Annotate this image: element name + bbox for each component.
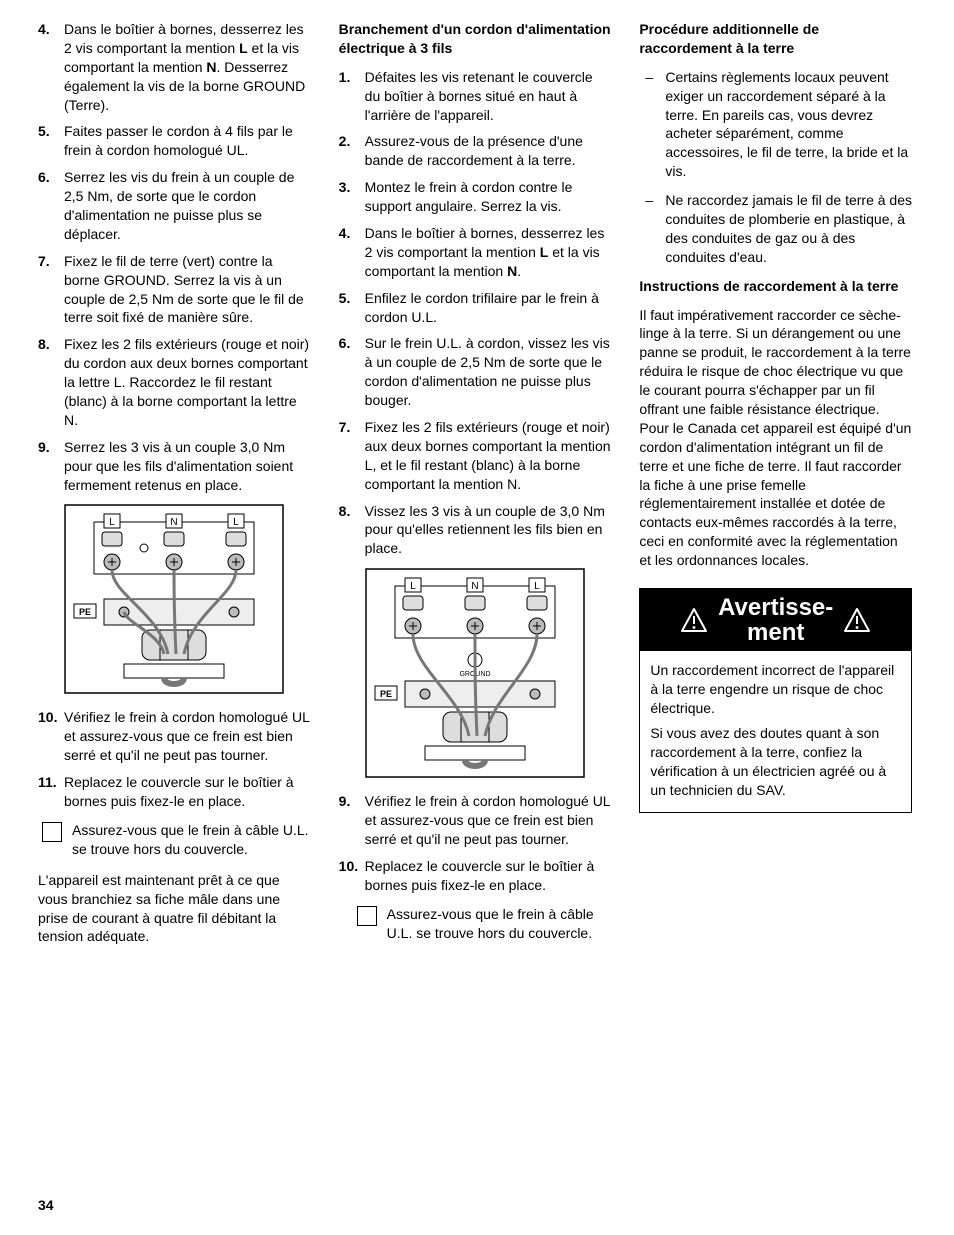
item-text: Serrez les 3 vis à un couple 3,0 Nm pour… bbox=[64, 439, 293, 493]
list-item: 1. Défaites les vis retenant le couvercle… bbox=[339, 68, 612, 125]
col3-heading-2: Instructions de raccordement à la terre bbox=[639, 277, 912, 296]
item-number: 11. bbox=[38, 773, 57, 792]
item-text: Replacez le couvercle sur le boîtier à b… bbox=[64, 774, 294, 809]
warning-triangle-icon bbox=[680, 607, 708, 633]
list-item: 8. Vissez les 3 vis à un couple de 3,0 Nm… bbox=[339, 502, 612, 559]
warning-triangle-icon bbox=[843, 607, 871, 633]
item-text: Replacez le couvercle sur le boîtier à b… bbox=[365, 858, 595, 893]
bullet-item: Ne raccordez jamais le fil de terre à de… bbox=[639, 191, 912, 267]
bullet-item: Certains règlements locaux peuvent exige… bbox=[639, 68, 912, 181]
item-number: 5. bbox=[339, 289, 351, 308]
svg-text:L: L bbox=[410, 581, 416, 592]
col3-bullets: Certains règlements locaux peuvent exige… bbox=[639, 68, 912, 267]
terminal-diagram-3wire: L N L GROUND PE bbox=[339, 568, 612, 778]
col2-list-a: 1. Défaites les vis retenant le couvercle… bbox=[339, 68, 612, 558]
note-text: Assurez-vous que le frein à câble U.L. s… bbox=[387, 905, 612, 943]
col1-list-b: 10. Vérifiez le frein à cordon homologué … bbox=[38, 708, 311, 810]
item-text: Sur le frein U.L. à cordon, vissez les v… bbox=[365, 335, 610, 408]
item-number: 6. bbox=[38, 168, 50, 187]
item-number: 2. bbox=[339, 132, 351, 151]
note-text: Assurez-vous que le frein à câble U.L. s… bbox=[72, 821, 311, 859]
wiring-diagram-icon: L N L GROUND PE bbox=[365, 568, 585, 778]
list-item: 7. Fixez les 2 fils extérieurs (rouge et … bbox=[339, 418, 612, 494]
note-checkbox: Assurez-vous que le frein à câble U.L. s… bbox=[38, 821, 311, 859]
item-text: Fixez les 2 fils extérieurs (rouge et no… bbox=[365, 419, 611, 492]
item-number: 9. bbox=[339, 792, 351, 811]
wiring-diagram-icon: L N L PE bbox=[64, 504, 284, 694]
page-number: 34 bbox=[38, 1196, 54, 1215]
item-number: 5. bbox=[38, 122, 50, 141]
warning-box: Avertisse- ment Un raccordement incorrec… bbox=[639, 588, 912, 813]
item-number: 10. bbox=[339, 857, 358, 876]
list-item: 5. Faites passer le cordon à 4 fils par l… bbox=[38, 122, 311, 160]
col2-heading: Branchement d'un cordon d'alimentation é… bbox=[339, 20, 612, 58]
list-item: 4. Dans le boîtier à bornes, desserrez le… bbox=[339, 224, 612, 281]
terminal-diagram-4wire: L N L PE bbox=[38, 504, 311, 694]
svg-text:N: N bbox=[170, 517, 177, 528]
item-number: 7. bbox=[38, 252, 50, 271]
col3-heading-1: Procédure additionnelle de raccordement … bbox=[639, 20, 912, 58]
warning-text-2: Si vous avez des doutes quant à son racc… bbox=[650, 724, 901, 800]
warning-title: Avertisse- ment bbox=[718, 595, 833, 645]
list-item: 10. Vérifiez le frein à cordon homologué … bbox=[38, 708, 311, 765]
item-text: Fixez le fil de terre (vert) contre la b… bbox=[64, 253, 304, 326]
item-text: Assurez-vous de la présence d'une bande … bbox=[365, 133, 583, 168]
item-text: Dans le boîtier à bornes, desserrez les … bbox=[365, 225, 605, 279]
item-number: 3. bbox=[339, 178, 351, 197]
page: 4. Dans le boîtier à bornes, desserrez le… bbox=[0, 0, 954, 1235]
list-item: 2. Assurez-vous de la présence d'une band… bbox=[339, 132, 612, 170]
list-item: 9. Vérifiez le frein à cordon homologué U… bbox=[339, 792, 612, 849]
svg-text:PE: PE bbox=[79, 607, 91, 617]
item-text: Faites passer le cordon à 4 fils par le … bbox=[64, 123, 293, 158]
column-2: Branchement d'un cordon d'alimentation é… bbox=[339, 20, 612, 1215]
item-text: Dans le boîtier à bornes, desserrez les … bbox=[64, 21, 305, 113]
item-number: 6. bbox=[339, 334, 351, 353]
note-checkbox: Assurez-vous que le frein à câble U.L. s… bbox=[339, 905, 612, 943]
item-text: Fixez les 2 fils extérieurs (rouge et no… bbox=[64, 336, 309, 428]
col2-list-b: 9. Vérifiez le frein à cordon homologué U… bbox=[339, 792, 612, 894]
item-number: 9. bbox=[38, 438, 50, 457]
item-text: Serrez les vis du frein à un couple de 2… bbox=[64, 169, 294, 242]
list-item: 5. Enfilez le cordon trifilaire par le fr… bbox=[339, 289, 612, 327]
warning-text-1: Un raccordement incorrect de l'appareil … bbox=[650, 661, 901, 718]
list-item: 9. Serrez les 3 vis à un couple 3,0 Nm po… bbox=[38, 438, 311, 495]
list-item: 6. Serrez les vis du frein à un couple de… bbox=[38, 168, 311, 244]
item-number: 4. bbox=[38, 20, 50, 39]
list-item: 7. Fixez le fil de terre (vert) contre la… bbox=[38, 252, 311, 328]
svg-text:L: L bbox=[534, 581, 540, 592]
svg-text:L: L bbox=[109, 517, 115, 528]
item-number: 4. bbox=[339, 224, 351, 243]
svg-text:N: N bbox=[471, 581, 478, 592]
svg-text:L: L bbox=[233, 517, 239, 528]
list-item: 10. Replacez le couvercle sur le boîtier … bbox=[339, 857, 612, 895]
checkbox-icon bbox=[42, 822, 62, 842]
checkbox-icon bbox=[357, 906, 377, 926]
column-3: Procédure additionnelle de raccordement … bbox=[639, 20, 912, 1215]
item-number: 10. bbox=[38, 708, 57, 727]
item-number: 7. bbox=[339, 418, 351, 437]
column-1: 4. Dans le boîtier à bornes, desserrez le… bbox=[38, 20, 311, 1215]
item-number: 1. bbox=[339, 68, 351, 87]
col1-list-a: 4. Dans le boîtier à bornes, desserrez le… bbox=[38, 20, 311, 494]
svg-text:PE: PE bbox=[380, 689, 392, 699]
closing-paragraph: L'appareil est maintenant prêt à ce que … bbox=[38, 871, 311, 947]
item-text: Vérifiez le frein à cordon homologué UL … bbox=[365, 793, 610, 847]
warning-header: Avertisse- ment bbox=[640, 589, 911, 651]
item-text: Vissez les 3 vis à un couple de 3,0 Nm p… bbox=[365, 503, 605, 557]
list-item: 11. Replacez le couvercle sur le boîtier … bbox=[38, 773, 311, 811]
col3-para-1: Il faut impérativement raccorder ce sèch… bbox=[639, 306, 912, 419]
warning-body: Un raccordement incorrect de l'appareil … bbox=[640, 651, 911, 811]
list-item: 3. Montez le frein à cordon contre le sup… bbox=[339, 178, 612, 216]
list-item: 8. Fixez les 2 fils extérieurs (rouge et … bbox=[38, 335, 311, 429]
col3-para-2: Pour le Canada cet appareil est équipé d… bbox=[639, 419, 912, 570]
list-item: 6. Sur le frein U.L. à cordon, vissez les… bbox=[339, 334, 612, 410]
item-text: Montez le frein à cordon contre le suppo… bbox=[365, 179, 573, 214]
item-text: Vérifiez le frein à cordon homologué UL … bbox=[64, 709, 309, 763]
item-number: 8. bbox=[38, 335, 50, 354]
item-number: 8. bbox=[339, 502, 351, 521]
item-text: Enfilez le cordon trifilaire par le frei… bbox=[365, 290, 599, 325]
list-item: 4. Dans le boîtier à bornes, desserrez le… bbox=[38, 20, 311, 114]
item-text: Défaites les vis retenant le couvercle d… bbox=[365, 69, 593, 123]
